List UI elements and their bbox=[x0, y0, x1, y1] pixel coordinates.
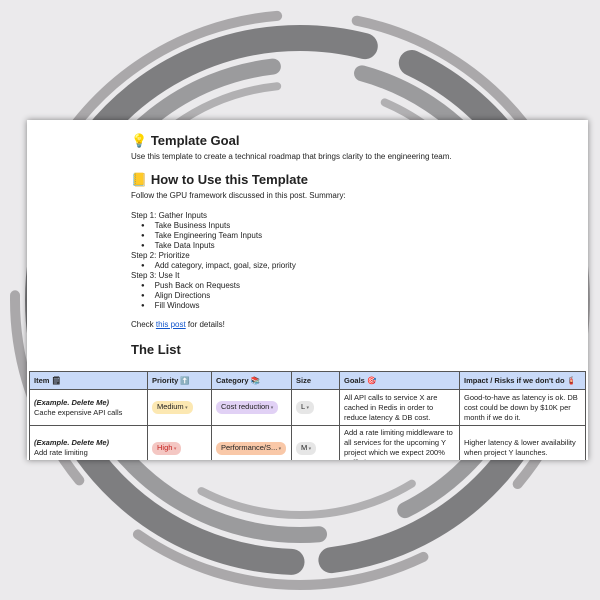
size-dropdown[interactable]: L bbox=[296, 401, 315, 414]
howto-heading: 📒 How to Use this Template bbox=[131, 172, 309, 187]
item-name: Cache expensive API calls bbox=[34, 407, 123, 417]
priority-dropdown[interactable]: High bbox=[152, 441, 182, 455]
size-dropdown[interactable]: M bbox=[296, 441, 317, 455]
header-goals[interactable]: Goals 🎯 bbox=[339, 371, 460, 390]
lightbulb-icon: 💡 bbox=[131, 133, 148, 148]
list-item: Add category, impact, goal, size, priori… bbox=[141, 261, 296, 270]
arrow-up-icon: ⬆️ bbox=[180, 376, 190, 385]
roadmap-table: Item 🗒 Priority ⬆️ Category 📚 Size Goals… bbox=[29, 371, 586, 460]
impact-cell[interactable]: Good-to-have as latency is ok. DB cost c… bbox=[459, 389, 586, 426]
goals-cell[interactable]: Add a rate limiting middleware to all se… bbox=[339, 425, 460, 460]
target-icon: 🎯 bbox=[366, 376, 377, 385]
priority-cell[interactable]: Medium bbox=[147, 389, 212, 426]
table-row: (Example. Delete Me) Add rate limiting Hi… bbox=[29, 425, 586, 460]
item-name: Add rate limiting bbox=[34, 448, 88, 457]
size-cell[interactable]: L bbox=[291, 389, 340, 426]
header-category[interactable]: Category 📚 bbox=[211, 371, 292, 390]
header-impact[interactable]: Impact / Risks if we don't do 🧯 bbox=[459, 371, 586, 390]
table-header-row: Item 🗒 Priority ⬆️ Category 📚 Size Goals… bbox=[29, 371, 586, 390]
table-row: (Example. Delete Me) Cache expensive API … bbox=[29, 389, 586, 426]
document-page: 💡 Template Goal Use this template to cre… bbox=[27, 120, 588, 460]
step-title: Step 1: Gather Inputs bbox=[131, 211, 208, 220]
example-label: (Example. Delete Me) bbox=[34, 438, 110, 447]
priority-dropdown[interactable]: Medium bbox=[152, 401, 193, 414]
memo-icon: 🗒 bbox=[51, 376, 62, 385]
step-title: Step 3: Use It bbox=[131, 271, 180, 280]
category-dropdown[interactable]: Cost reduction bbox=[216, 401, 279, 414]
list-item: Take Engineering Team Inputs bbox=[141, 231, 262, 240]
notebook-icon: 📒 bbox=[131, 172, 148, 187]
check-text: Check this post for details! bbox=[131, 320, 225, 329]
goal-text: Use this template to create a technical … bbox=[131, 152, 452, 161]
item-cell[interactable]: (Example. Delete Me) Cache expensive API … bbox=[29, 389, 148, 426]
category-dropdown[interactable]: Performance/S... bbox=[216, 441, 287, 455]
books-icon: 📚 bbox=[250, 376, 260, 385]
step-title: Step 2: Prioritize bbox=[131, 251, 190, 260]
header-priority[interactable]: Priority ⬆️ bbox=[147, 371, 212, 390]
list-item: Fill Windows bbox=[141, 301, 200, 310]
header-size[interactable]: Size bbox=[291, 371, 340, 390]
size-cell[interactable]: M bbox=[291, 425, 340, 460]
list-item: Take Data Inputs bbox=[141, 241, 215, 250]
list-item: Take Business Inputs bbox=[141, 221, 231, 230]
list-heading: The List bbox=[131, 342, 181, 357]
category-cell[interactable]: Performance/S... bbox=[211, 425, 292, 460]
example-label: (Example. Delete Me) bbox=[34, 397, 110, 407]
goal-heading: 💡 Template Goal bbox=[131, 133, 240, 148]
goals-cell[interactable]: All API calls to service X are cached in… bbox=[339, 389, 460, 426]
header-item[interactable]: Item 🗒 bbox=[29, 371, 148, 390]
impact-cell[interactable]: Higher latency & lower availability when… bbox=[459, 425, 586, 460]
category-cell[interactable]: Cost reduction bbox=[211, 389, 292, 426]
list-item: Push Back on Requests bbox=[141, 281, 240, 290]
post-link[interactable]: this post bbox=[155, 320, 186, 329]
priority-cell[interactable]: High bbox=[147, 425, 212, 460]
list-item: Align Directions bbox=[141, 291, 211, 300]
fire-extinguisher-icon: 🧯 bbox=[566, 376, 576, 385]
howto-intro: Follow the GPU framework discussed in th… bbox=[131, 191, 346, 200]
item-cell[interactable]: (Example. Delete Me) Add rate limiting bbox=[29, 425, 148, 460]
